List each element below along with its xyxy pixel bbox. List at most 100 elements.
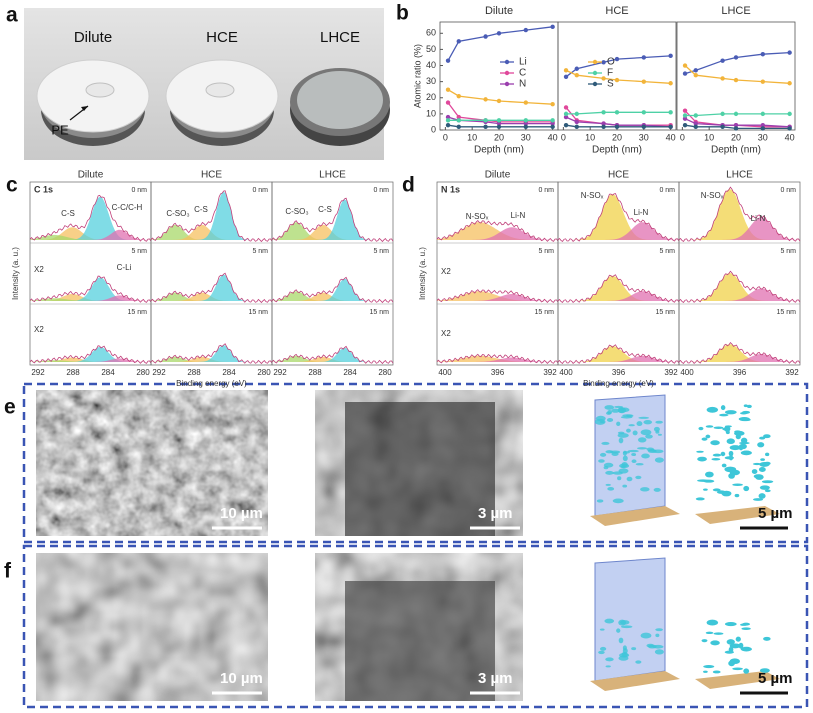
peak-label: C-S: [194, 205, 208, 214]
fiber: [712, 453, 722, 457]
y-tick-label: 60: [426, 28, 436, 38]
series-line: [447, 26, 553, 62]
peak-label: N-SOₓ: [466, 212, 489, 221]
data-point: [523, 100, 529, 105]
peak-label: C-S: [318, 205, 332, 214]
depth-label: 15 nm: [370, 309, 390, 316]
photo-label: LHCE: [320, 29, 360, 46]
data-point: [496, 121, 502, 126]
y-tick-label: 20: [426, 92, 436, 102]
x-tick-label: 284: [343, 368, 357, 377]
series-line: [684, 65, 790, 84]
fiber: [751, 469, 758, 474]
fit-component: [679, 217, 800, 240]
scale-bar-label: 10 µm: [220, 505, 263, 522]
fit-component: [437, 227, 558, 240]
depth-label: 5 nm: [252, 248, 268, 255]
fiber: [728, 450, 734, 457]
x-tick-label: 40: [666, 132, 676, 142]
spectrum: [436, 289, 559, 304]
fit-component: [30, 360, 151, 362]
panel-label: a: [6, 4, 18, 27]
fiber: [706, 619, 719, 626]
fiber: [703, 488, 708, 491]
fiber: [635, 463, 644, 466]
peak-label: N-SOₓ: [581, 191, 604, 200]
fiber: [722, 427, 729, 431]
data-point: [614, 77, 620, 83]
fit-component: [151, 345, 272, 362]
data-point: [601, 110, 606, 115]
chart-title: Dilute: [485, 5, 513, 17]
series-line: [565, 55, 671, 78]
fiber: [713, 632, 724, 635]
substrate: [590, 671, 680, 691]
x-tick-label: 392: [543, 368, 557, 377]
fiber: [631, 459, 637, 463]
fiber: [701, 639, 708, 643]
x-tick-label: 288: [308, 368, 322, 377]
fiber: [705, 434, 711, 439]
depth-label: 5 nm: [131, 248, 147, 255]
fiber: [759, 436, 766, 440]
fiber: [618, 619, 627, 626]
fiber: [752, 498, 764, 501]
fiber: [655, 420, 663, 424]
scale-label: X2: [34, 265, 44, 274]
fiber: [724, 410, 737, 415]
data-point: [550, 102, 555, 107]
fiber: [761, 480, 774, 484]
scale-label: X2: [441, 267, 451, 276]
fiber: [739, 443, 747, 450]
peak-label: C-C/C-H: [112, 203, 143, 212]
x-tick-label: 396: [612, 368, 626, 377]
fiber: [763, 461, 771, 466]
fit-component: [558, 355, 679, 362]
data-point: [760, 52, 766, 57]
chart-title: LHCE: [721, 5, 750, 17]
panel-label: c: [6, 174, 18, 197]
data-point: [787, 81, 792, 86]
data-point: [641, 79, 647, 84]
fit-component: [437, 355, 558, 362]
fit-component: [679, 344, 800, 362]
fiber: [626, 476, 633, 482]
fiber: [734, 493, 740, 498]
legend-marker: [592, 81, 598, 87]
fiber: [640, 429, 652, 436]
fiber: [595, 415, 606, 422]
x-tick-label: 10: [467, 132, 477, 142]
x-axis-label: Depth (nm): [474, 145, 524, 156]
fiber: [765, 452, 770, 457]
fiber: [635, 475, 642, 480]
data-point: [693, 68, 698, 73]
data-point: [720, 124, 725, 129]
data-point: [563, 105, 569, 110]
fiber: [740, 450, 752, 456]
data-point: [523, 124, 529, 129]
spectrum: [29, 345, 152, 364]
fit-component: [30, 196, 151, 240]
x-tick-label: 284: [222, 368, 236, 377]
data-point: [574, 124, 579, 129]
fiber: [697, 479, 709, 482]
data-point: [456, 124, 461, 129]
data-point: [693, 124, 698, 129]
spectrum: [271, 276, 394, 304]
x-tick-label: 30: [758, 132, 768, 142]
x-tick-label: 392: [664, 368, 678, 377]
fiber: [653, 487, 661, 492]
coin-cells: [36, 59, 390, 146]
y-tick-label: 30: [426, 76, 436, 86]
y-axis-label: Intensity (a. u.): [11, 247, 20, 300]
legend-marker: [592, 59, 598, 65]
substrate: [695, 671, 780, 689]
data-point: [445, 122, 451, 128]
fiber: [648, 449, 656, 452]
depth-label: 0 nm: [538, 187, 554, 194]
fiber: [724, 466, 737, 473]
scale-label: X2: [441, 329, 451, 338]
data-point: [563, 114, 569, 120]
spectrum: [436, 220, 559, 242]
y-tick-label: 40: [426, 60, 436, 70]
